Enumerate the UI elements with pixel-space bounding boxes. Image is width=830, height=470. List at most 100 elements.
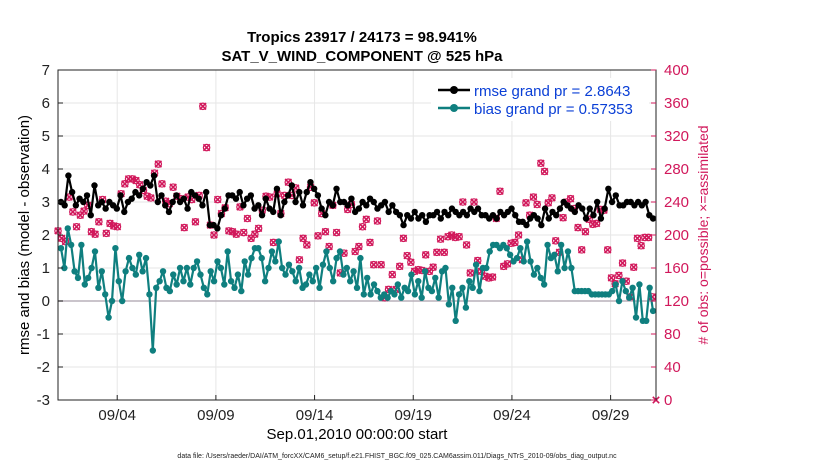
obs-possible-marker (351, 247, 359, 256)
bias-point (258, 254, 265, 262)
obs-assimilated-marker (511, 238, 519, 247)
rmse-point (445, 212, 452, 219)
bias-point (187, 281, 194, 288)
obs-assimilated-marker (499, 262, 508, 271)
y-right-tick-label: 80 (664, 326, 681, 343)
chart-title-line1: Tropics 23917 / 24173 = 98.941% (247, 29, 477, 46)
obs-assimilated-marker (314, 232, 322, 240)
bias-point (57, 245, 65, 252)
obs-assimilated-marker (407, 258, 415, 266)
rmse-point (83, 192, 91, 199)
rmse-point (579, 205, 586, 212)
obs-assimilated-marker (421, 251, 430, 259)
obs-assimilated-marker (213, 195, 222, 204)
obs-possible-marker (310, 199, 319, 207)
bias-point (200, 284, 208, 291)
obs-possible-marker (574, 223, 582, 232)
legend: rmse grand pr = 2.8643 bias grand pr = 0… (431, 78, 649, 121)
rmse-point (273, 185, 281, 192)
bias-point (125, 254, 133, 262)
bias-point (139, 268, 146, 275)
obs-possible-marker (358, 222, 367, 231)
bias-point (452, 317, 459, 324)
obs-assimilated-marker (436, 235, 445, 243)
bias-point (132, 271, 140, 278)
obs-assimilated-marker (395, 262, 404, 271)
bias-point (612, 281, 619, 288)
rmse-point (463, 212, 471, 219)
bias-point (91, 248, 99, 255)
bias-point (285, 261, 293, 268)
obs-possible-marker (566, 194, 575, 203)
rmse-point (553, 212, 560, 219)
bias-point (350, 268, 357, 275)
bias-point (238, 287, 245, 295)
obs-assimilated-marker (503, 260, 512, 268)
bias-point (455, 291, 463, 298)
bias-point (98, 268, 105, 275)
bias-point (204, 291, 211, 298)
bias-point (248, 254, 255, 262)
obs-possible-marker (325, 242, 333, 251)
bias-point (442, 264, 449, 272)
rmse-point (314, 192, 322, 199)
obs-possible-marker (169, 183, 177, 191)
obs-possible-marker (121, 180, 129, 188)
rmse-point (135, 192, 143, 199)
bias-point (272, 258, 279, 265)
bias-point (568, 264, 575, 272)
bias-point (343, 264, 350, 272)
obs-assimilated-marker (91, 230, 99, 238)
obs-assimilated-marker (551, 237, 560, 245)
obs-assimilated-marker (95, 218, 103, 226)
bias-point (81, 281, 88, 288)
rmse-point (597, 215, 605, 222)
bias-point (61, 264, 68, 272)
bias-point (183, 264, 191, 272)
obs-assimilated-marker (366, 238, 374, 247)
obs-possible-marker (470, 198, 478, 206)
bias-point (619, 278, 626, 285)
rmse-point (277, 212, 284, 219)
bias-point (278, 264, 286, 272)
obs-possible-marker (559, 213, 567, 222)
rmse-point (91, 182, 98, 189)
bias-point (408, 271, 415, 278)
rmse-point (381, 198, 389, 206)
y-right-tick-label: 320 (664, 128, 689, 145)
axes-ticks: -3 -2 -1 0 1 2 3 4 5 6 7 0 40 80 120 160 200 240 280 320 360… (37, 62, 689, 424)
rmse-series (57, 172, 657, 232)
y-right-tick-label: 240 (664, 194, 689, 211)
bias-point (306, 271, 313, 278)
obs-assimilated-marker (243, 214, 252, 223)
bias-point (170, 271, 177, 278)
obs-assimilated-marker (537, 159, 545, 167)
obs-assimilated-marker (466, 269, 475, 277)
bias-point (432, 274, 439, 282)
bias-point (462, 304, 470, 311)
rmse-point (322, 212, 329, 219)
bias-point (394, 281, 402, 288)
obs-count-series (54, 102, 660, 404)
rmse-point (214, 225, 221, 232)
obs-assimilated-marker (362, 215, 371, 224)
obs-possible-marker (466, 269, 475, 277)
rmse-point (162, 202, 169, 209)
rmse-point (154, 198, 161, 206)
obs-assimilated-marker (522, 199, 530, 207)
rmse-point (355, 205, 363, 212)
rmse-point (389, 202, 396, 209)
obs-assimilated-marker (637, 241, 645, 250)
y-tick-label: 2 (42, 227, 50, 244)
obs-possible-marker (362, 215, 371, 224)
x-tick-label: 09/24 (493, 407, 531, 424)
legend-box (431, 78, 649, 121)
x-axis-label: Sep.01,2010 00:00:00 start (267, 426, 449, 443)
bias-point (517, 245, 524, 252)
x-tick-label: 09/04 (98, 407, 136, 424)
bias-point (149, 347, 157, 354)
obs-possible-marker (76, 211, 85, 220)
obs-assimilated-marker (455, 232, 463, 241)
obs-possible-marker (503, 260, 512, 268)
bias-point (309, 278, 316, 285)
